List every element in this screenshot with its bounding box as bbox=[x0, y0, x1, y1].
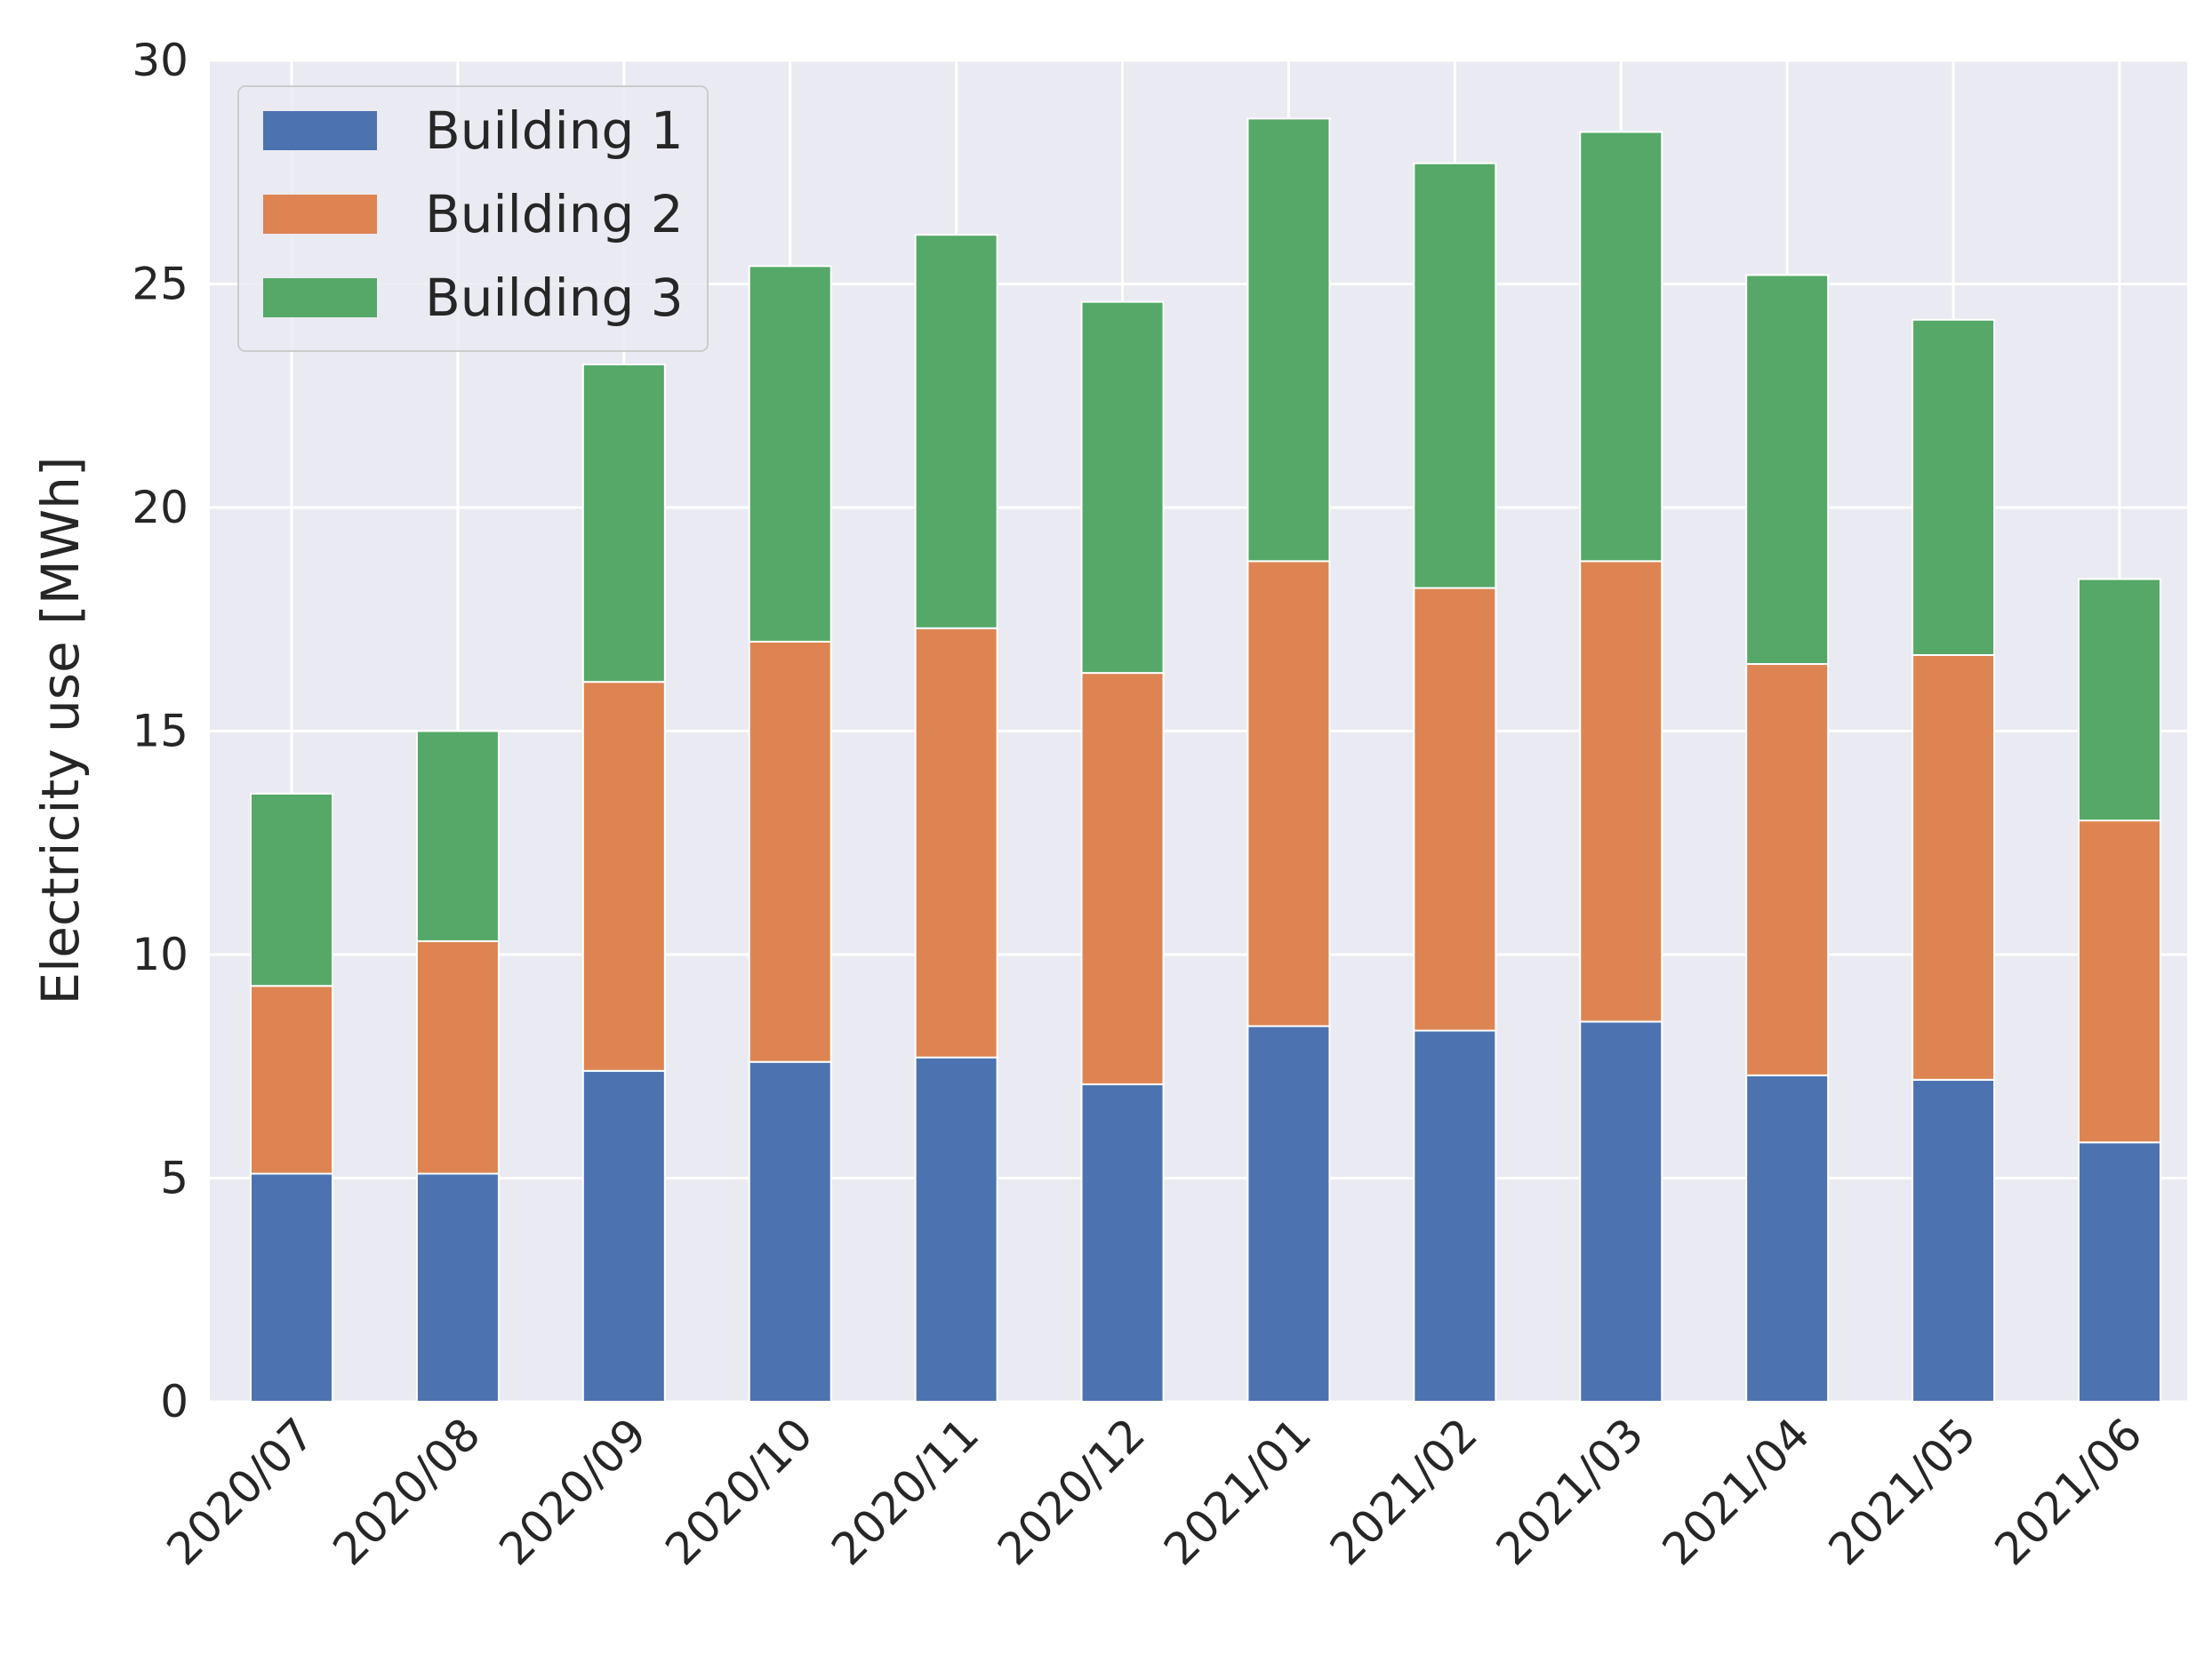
bar-building-2 bbox=[415, 939, 500, 1175]
bar-building-1 bbox=[250, 1172, 333, 1403]
bar-building-2 bbox=[1579, 560, 1663, 1023]
bar-building-1 bbox=[1745, 1074, 1830, 1403]
y-tick-label: 20 bbox=[132, 482, 188, 533]
y-tick-label: 0 bbox=[160, 1376, 188, 1427]
legend-label: Building 1 bbox=[425, 100, 684, 161]
bar-building-1 bbox=[1413, 1029, 1497, 1403]
legend: Building 1 Building 2 Building 3 bbox=[237, 85, 709, 352]
bar-building-1 bbox=[2078, 1141, 2161, 1403]
bar-building-2 bbox=[581, 681, 666, 1072]
x-axis-ticks: 2020/07 2020/08 2020/09 2020/10 2020/11 2020/… bbox=[157, 1408, 2152, 1575]
bar-building-1 bbox=[914, 1056, 998, 1403]
bar-building-3 bbox=[1413, 162, 1497, 589]
bar-building-3 bbox=[250, 792, 333, 987]
bar-building-1 bbox=[1080, 1083, 1165, 1403]
bar-building-1 bbox=[748, 1060, 832, 1403]
bar-building-3 bbox=[415, 730, 500, 942]
x-tick-label: 2020/12 bbox=[988, 1408, 1155, 1575]
y-tick-label: 25 bbox=[132, 259, 188, 310]
bar-building-2 bbox=[914, 627, 998, 1059]
legend-swatch bbox=[263, 278, 377, 317]
bar-building-2 bbox=[748, 640, 832, 1063]
bar-building-3 bbox=[1745, 274, 1830, 666]
y-tick-label: 10 bbox=[132, 929, 188, 980]
y-tick-label: 5 bbox=[160, 1153, 188, 1204]
bar-building-2 bbox=[1246, 560, 1331, 1027]
x-tick-label: 2020/09 bbox=[489, 1408, 656, 1575]
bar-building-1 bbox=[1579, 1020, 1663, 1403]
bar-building-3 bbox=[1246, 117, 1331, 563]
legend-label: Building 3 bbox=[425, 268, 684, 328]
bar-building-1 bbox=[415, 1172, 500, 1403]
bar-building-2 bbox=[250, 985, 333, 1175]
y-axis-ticks: 0 5 10 15 20 25 30 bbox=[132, 35, 188, 1427]
bar-building-1 bbox=[581, 1069, 666, 1403]
x-tick-label: 2020/11 bbox=[821, 1408, 989, 1575]
x-tick-label: 2021/03 bbox=[1487, 1408, 1654, 1575]
bar-building-3 bbox=[1080, 300, 1165, 675]
bar-building-3 bbox=[914, 234, 998, 629]
bar-building-2 bbox=[2078, 820, 2161, 1144]
x-tick-label: 2021/04 bbox=[1653, 1408, 1820, 1575]
bar-building-1 bbox=[1246, 1025, 1331, 1403]
x-tick-label: 2020/10 bbox=[655, 1408, 822, 1575]
y-axis-label: Electricity use [MWh] bbox=[30, 456, 91, 1004]
x-tick-label: 2021/06 bbox=[1985, 1408, 2152, 1575]
bar-building-2 bbox=[1745, 663, 1830, 1076]
x-tick-label: 2021/01 bbox=[1154, 1408, 1321, 1575]
bar-building-2 bbox=[1911, 653, 1996, 1081]
x-tick-label: 2020/07 bbox=[157, 1408, 325, 1575]
bar-building-2 bbox=[1413, 587, 1497, 1032]
bar-building-3 bbox=[1911, 318, 1996, 656]
legend-swatch bbox=[263, 195, 377, 234]
bar-building-3 bbox=[1579, 131, 1663, 563]
y-tick-label: 15 bbox=[132, 706, 188, 757]
bars bbox=[250, 117, 2161, 1403]
bar-building-2 bbox=[1080, 672, 1165, 1085]
x-tick-label: 2020/08 bbox=[324, 1408, 491, 1575]
legend-swatch bbox=[263, 111, 377, 150]
x-tick-label: 2021/02 bbox=[1320, 1408, 1487, 1575]
bar-building-3 bbox=[2078, 578, 2161, 822]
bar-building-3 bbox=[581, 364, 666, 684]
y-tick-label: 30 bbox=[132, 35, 188, 86]
bar-building-3 bbox=[748, 265, 832, 643]
legend-label: Building 2 bbox=[425, 184, 684, 244]
bar-building-1 bbox=[1911, 1078, 1996, 1403]
x-tick-label: 2021/05 bbox=[1819, 1408, 1986, 1575]
